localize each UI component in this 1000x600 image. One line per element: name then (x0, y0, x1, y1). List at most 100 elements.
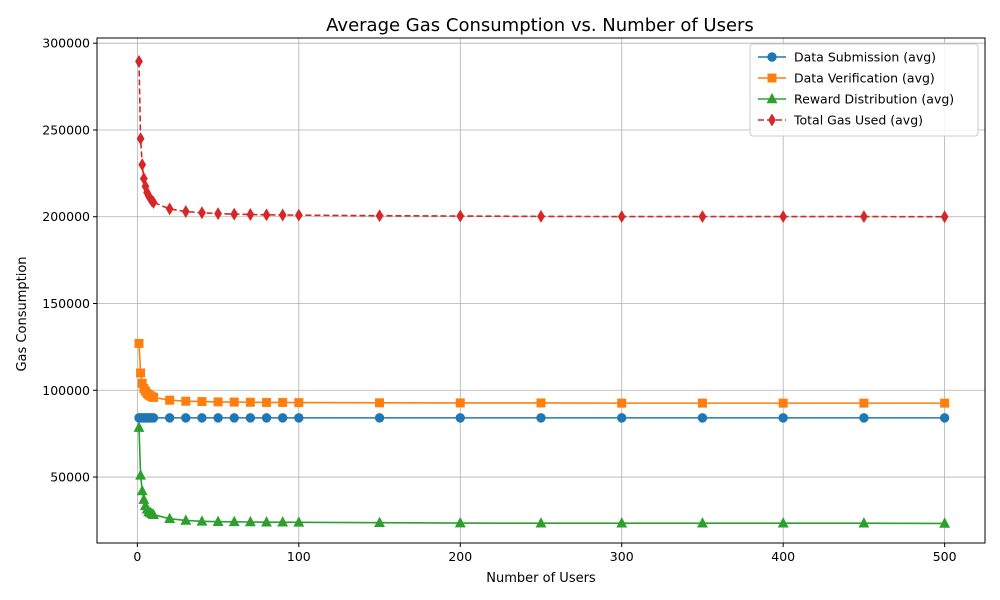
data-point (779, 210, 788, 224)
x-tick-label: 0 (133, 549, 141, 564)
data-point (536, 398, 546, 408)
data-point (278, 397, 288, 407)
y-tick-label: 50000 (50, 470, 90, 485)
series-2 (134, 338, 950, 408)
y-tick-label: 200000 (42, 209, 90, 224)
data-point (278, 208, 287, 222)
data-point (181, 205, 190, 219)
legend-swatch-marker (768, 113, 776, 127)
data-point (136, 368, 146, 378)
data-point (164, 413, 175, 423)
data-point (374, 516, 385, 527)
y-tick-label: 300000 (42, 36, 90, 51)
data-point (214, 207, 222, 221)
series-4 (135, 54, 949, 224)
data-point (261, 413, 272, 423)
data-point (135, 469, 147, 480)
data-point (940, 398, 950, 408)
data-point (230, 207, 239, 221)
chart-title: Average Gas Consumption vs. Number of Us… (326, 15, 754, 36)
y-tick-label: 100000 (42, 383, 90, 398)
data-point (375, 209, 384, 223)
legend-item: Data Verification (avg) (758, 71, 935, 86)
data-point (617, 413, 627, 423)
data-point (454, 516, 466, 528)
data-point (455, 413, 465, 423)
legend-item: Data Submission (avg) (758, 50, 936, 65)
y-tick-label: 150000 (42, 296, 90, 311)
data-point (277, 413, 288, 423)
data-point (136, 484, 148, 496)
legend: Data Submission (avg) Data Verification (… (749, 43, 979, 137)
data-point (617, 398, 627, 408)
plot-frame (96, 37, 986, 544)
data-point (939, 413, 950, 423)
data-point (244, 515, 256, 527)
data-point (165, 202, 174, 216)
data-point (213, 413, 223, 423)
data-point (617, 210, 626, 224)
data-point (165, 395, 175, 405)
data-point (859, 413, 869, 423)
data-point (229, 397, 239, 407)
legend-box (749, 43, 979, 137)
data-point (293, 516, 305, 527)
data-point (294, 413, 304, 423)
data-point (262, 208, 271, 222)
data-point (697, 398, 707, 408)
data-point (697, 517, 708, 528)
legend-swatch-marker (767, 73, 777, 83)
data-point (246, 208, 255, 221)
data-point (262, 397, 272, 407)
data-point (245, 413, 256, 423)
data-point (213, 397, 223, 407)
data-point (133, 421, 145, 432)
data-point (455, 398, 465, 408)
data-point (197, 413, 207, 423)
data-point (277, 516, 289, 527)
data-point (261, 516, 272, 527)
data-point (149, 195, 158, 209)
data-point (138, 158, 147, 172)
data-point (456, 209, 465, 223)
legend-label: Reward Distribution (avg) (794, 92, 954, 107)
legend-label: Data Verification (avg) (794, 71, 935, 86)
data-point (859, 398, 869, 408)
legend-swatch-marker (766, 92, 778, 104)
data-point (535, 517, 547, 528)
data-point (939, 517, 951, 528)
data-point (180, 514, 192, 525)
data-point (228, 515, 240, 527)
data-point (212, 515, 224, 526)
data-point (197, 397, 207, 407)
legend-label: Total Gas Used (avg) (793, 113, 923, 128)
data-point (294, 208, 303, 222)
data-point (697, 413, 708, 423)
data-point (616, 517, 628, 528)
data-point (860, 210, 868, 224)
x-tick-label: 300 (610, 549, 634, 564)
data-point (698, 210, 707, 224)
data-point (858, 517, 870, 528)
data-point (148, 508, 159, 520)
data-point (164, 512, 176, 524)
data-point (149, 392, 159, 402)
x-tick-label: 500 (933, 549, 957, 564)
series-1 (134, 413, 950, 423)
data-point (196, 515, 208, 526)
legend-item: Total Gas Used (avg) (758, 113, 923, 128)
x-tick-label: 200 (448, 549, 472, 564)
data-point (148, 413, 159, 423)
x-axis-ticks: 0 100 200 300 400 500 (133, 543, 957, 564)
data-point (134, 338, 144, 348)
series-layer (133, 54, 951, 528)
legend-swatch-marker (767, 52, 777, 62)
series-3 (133, 421, 951, 528)
data-point (536, 413, 546, 423)
data-point (135, 54, 143, 68)
x-axis-label: Number of Users (486, 571, 596, 586)
y-axis-ticks: 50000 100000 150000 200000 250000 300000 (42, 36, 97, 485)
x-tick-label: 400 (771, 549, 795, 564)
data-point (778, 413, 788, 423)
